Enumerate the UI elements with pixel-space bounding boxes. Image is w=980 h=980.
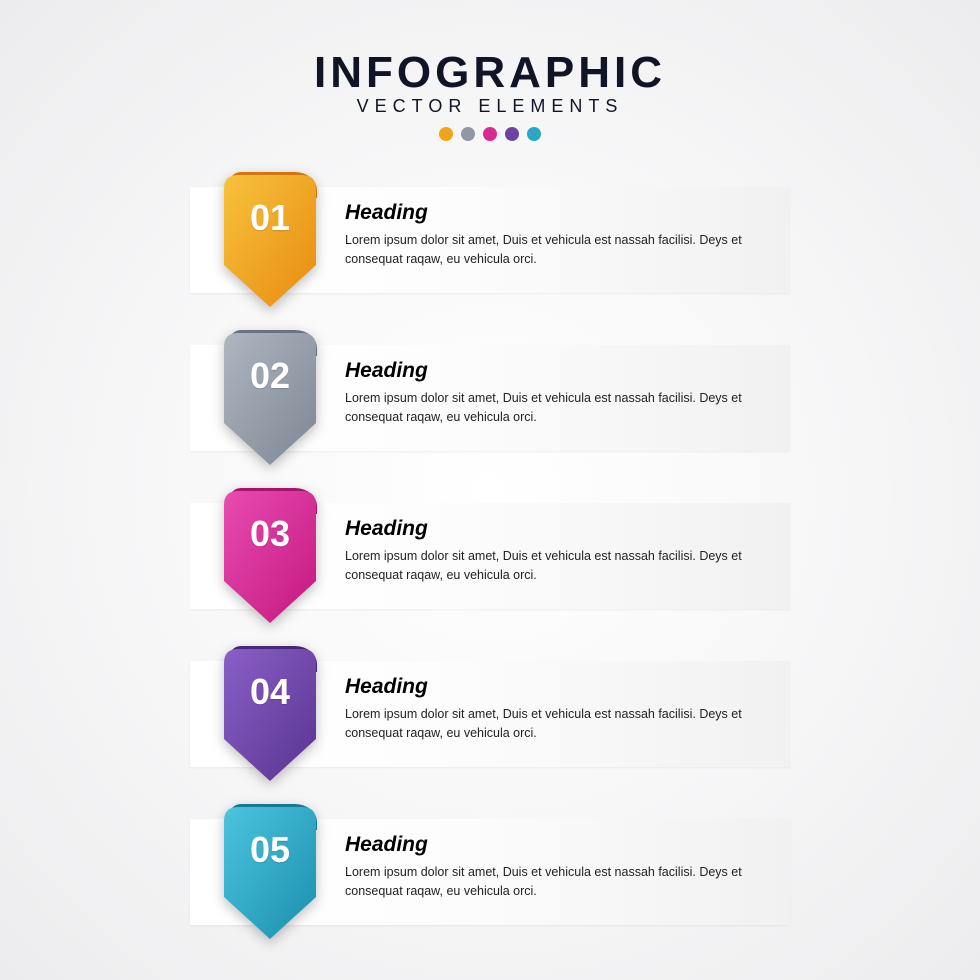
item-number: 05 [224,807,316,893]
number-badge: 01 [224,175,316,307]
list-item: Heading Lorem ipsum dolor sit amet, Duis… [190,649,790,779]
item-heading: Heading [345,833,770,857]
item-body: Lorem ipsum dolor sit amet, Duis et vehi… [345,547,770,586]
list-item: Heading Lorem ipsum dolor sit amet, Duis… [190,807,790,937]
item-body: Lorem ipsum dolor sit amet, Duis et vehi… [345,863,770,902]
item-heading: Heading [345,359,770,383]
item-list: Heading Lorem ipsum dolor sit amet, Duis… [190,175,790,937]
item-number: 03 [224,491,316,577]
item-heading: Heading [345,675,770,699]
item-number: 04 [224,649,316,735]
palette-dot-3 [483,127,497,141]
item-body: Lorem ipsum dolor sit amet, Duis et vehi… [345,705,770,744]
item-heading: Heading [345,517,770,541]
list-item: Heading Lorem ipsum dolor sit amet, Duis… [190,491,790,621]
item-body: Lorem ipsum dolor sit amet, Duis et vehi… [345,231,770,270]
item-number: 02 [224,333,316,419]
list-item: Heading Lorem ipsum dolor sit amet, Duis… [190,333,790,463]
item-body: Lorem ipsum dolor sit amet, Duis et vehi… [345,389,770,428]
item-heading: Heading [345,201,770,225]
page-title: INFOGRAPHIC [0,48,980,98]
number-badge: 02 [224,333,316,465]
palette-dot-4 [505,127,519,141]
list-item: Heading Lorem ipsum dolor sit amet, Duis… [190,175,790,305]
number-badge: 03 [224,491,316,623]
header: INFOGRAPHIC VECTOR ELEMENTS [0,48,980,141]
palette-dot-1 [439,127,453,141]
palette-dot-5 [527,127,541,141]
palette-dots [0,127,980,141]
infographic-page: INFOGRAPHIC VECTOR ELEMENTS Heading Lore… [0,0,980,980]
number-badge: 04 [224,649,316,781]
palette-dot-2 [461,127,475,141]
number-badge: 05 [224,807,316,939]
page-subtitle: VECTOR ELEMENTS [0,96,980,117]
item-number: 01 [224,175,316,261]
